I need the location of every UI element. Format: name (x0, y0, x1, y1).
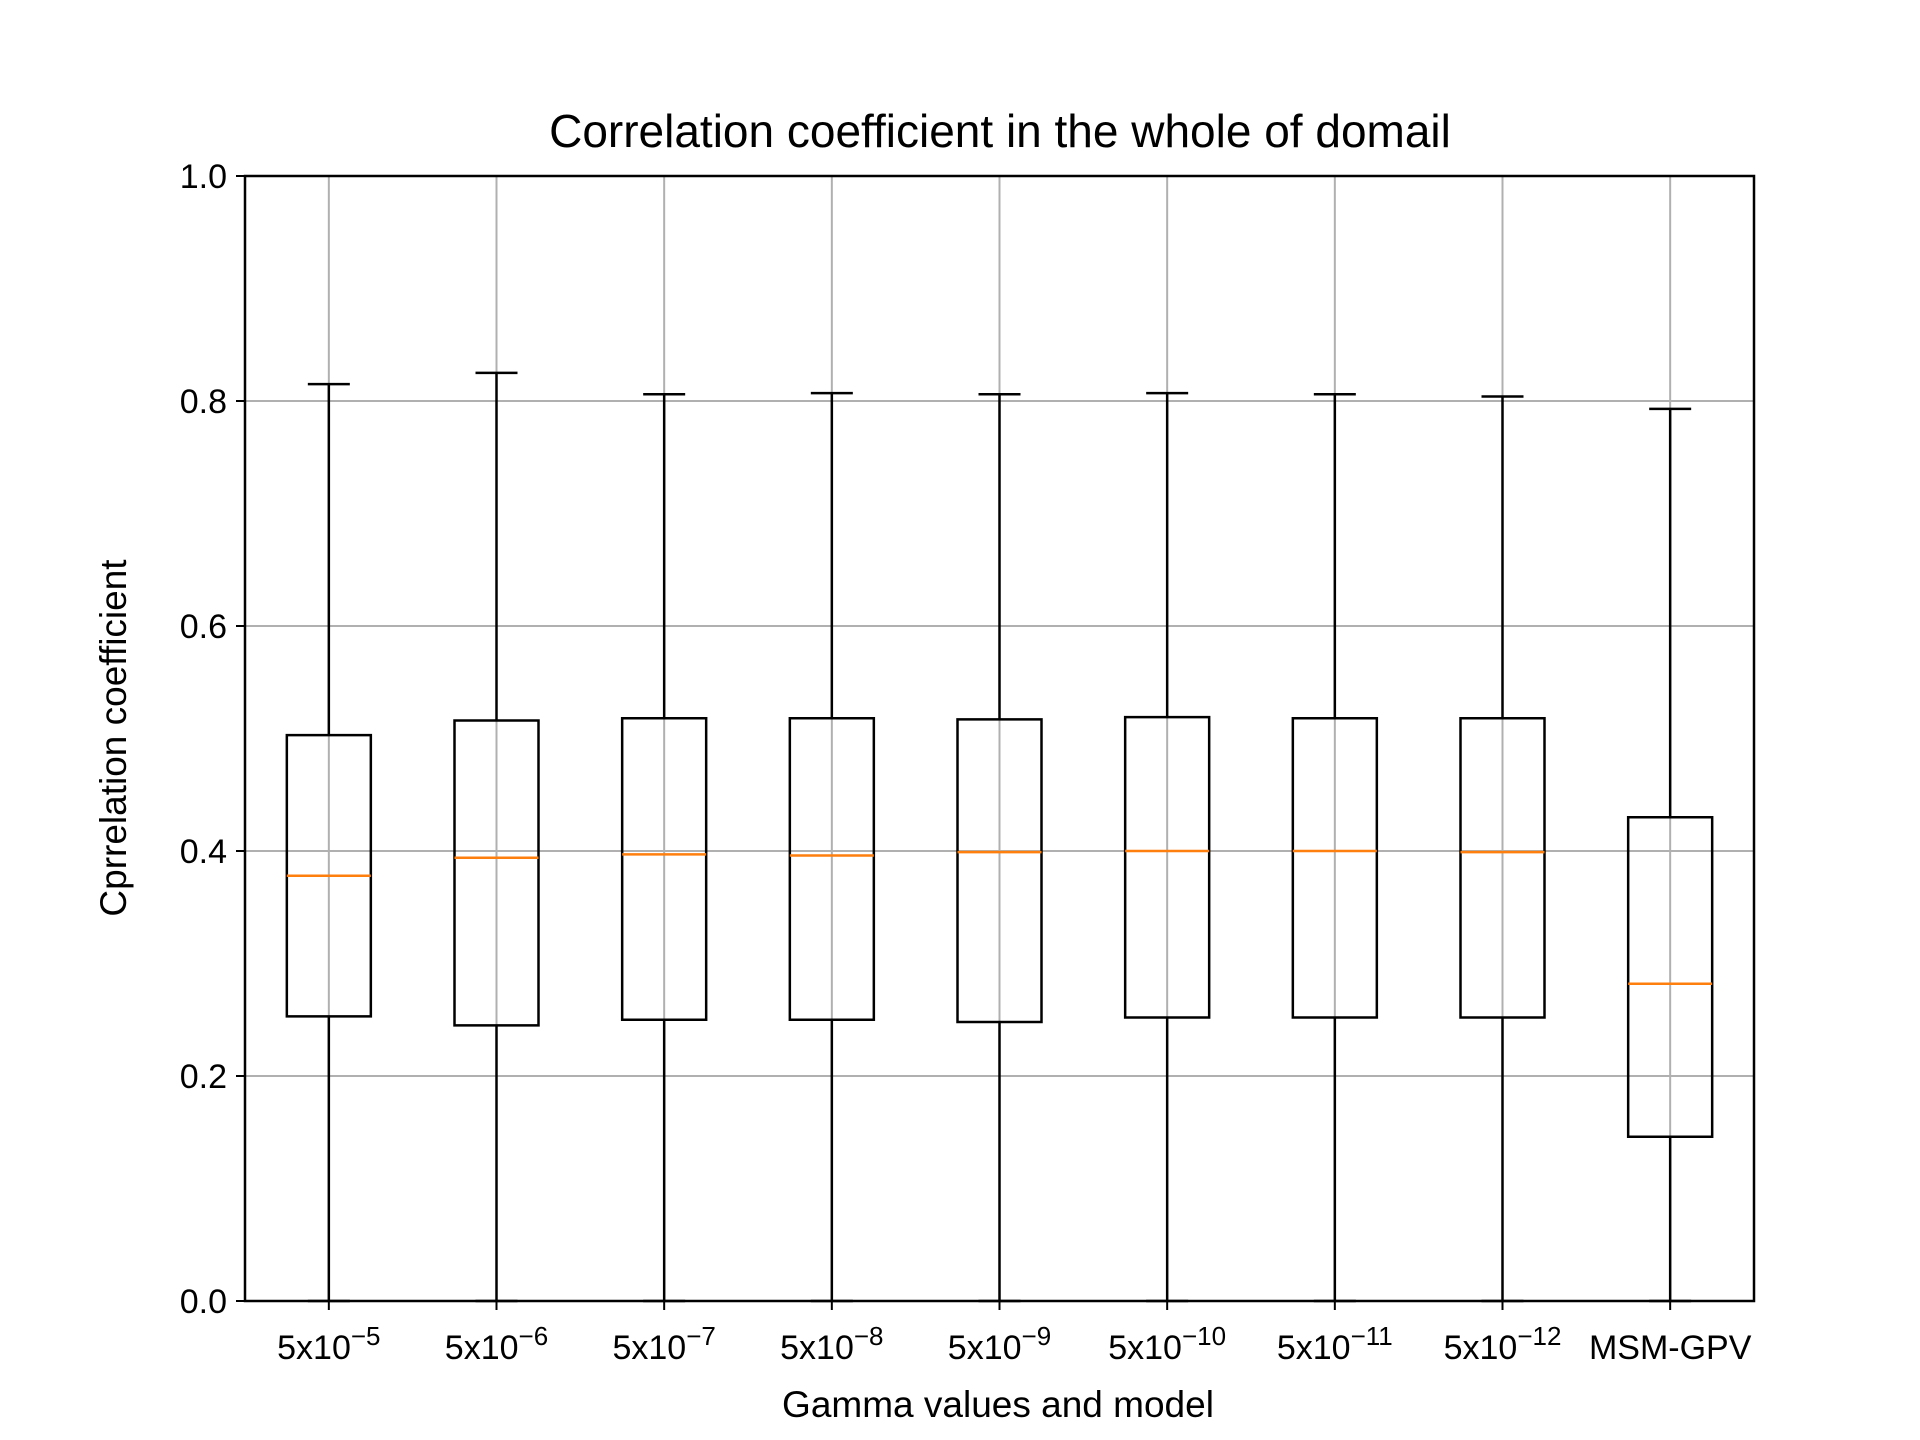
y-tick-label: 0.8 (180, 383, 227, 421)
x-tick-label: 5x10−9 (948, 1321, 1051, 1367)
y-tick-label: 1.0 (180, 158, 227, 196)
x-axis-label: Gamma values and model (782, 1384, 1214, 1425)
x-tick-label: 5x10−7 (612, 1321, 715, 1367)
iqr-box (1626, 816, 1714, 1138)
x-tick-label: 5x10−5 (277, 1321, 380, 1367)
iqr-box (1459, 717, 1546, 1019)
x-tick-label: 5x10−12 (1444, 1321, 1562, 1367)
x-tick-label: MSM-GPV (1589, 1329, 1752, 1367)
iqr-box (620, 717, 708, 1021)
y-tick-label: 0.6 (180, 608, 227, 646)
y-tick-label: 0.4 (180, 833, 227, 871)
chart-title: Correlation coefficient in the whole of … (549, 105, 1451, 157)
iqr-box (453, 719, 540, 1027)
x-axis: 5x10−5 5x10−6 5x10−7 5x10−8 5x10−9 5x10−10 5x1… (277, 1301, 1752, 1367)
iqr-box (956, 718, 1043, 1024)
iqr-box (788, 717, 876, 1021)
x-tick-label: 5x10−11 (1277, 1321, 1393, 1367)
x-tick-label: 5x10−10 (1108, 1321, 1226, 1367)
x-tick-label: 5x10−8 (780, 1321, 883, 1367)
y-tick-label: 0.0 (180, 1283, 227, 1321)
y-axis: 0.0 0.2 0.4 0.6 0.8 1.0 (180, 158, 245, 1321)
iqr-box (1123, 715, 1211, 1019)
y-axis-label: Cprrelation coefficient (93, 559, 134, 917)
x-tick-label: 5x10−6 (445, 1321, 548, 1367)
y-tick-label: 0.2 (180, 1058, 227, 1096)
iqr-box (1291, 717, 1379, 1019)
